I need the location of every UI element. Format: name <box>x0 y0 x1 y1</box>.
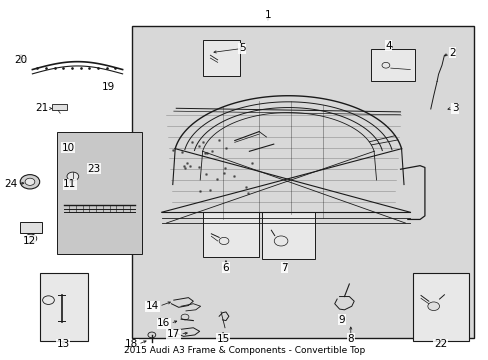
Text: 6: 6 <box>222 263 229 273</box>
Bar <box>203 212 259 257</box>
Bar <box>132 26 473 338</box>
Text: 24: 24 <box>4 179 18 189</box>
Bar <box>20 222 42 233</box>
Text: 5: 5 <box>238 43 245 53</box>
Text: 19: 19 <box>101 82 114 92</box>
Circle shape <box>67 172 79 181</box>
Text: 2: 2 <box>448 48 455 58</box>
Text: 17: 17 <box>166 329 180 339</box>
Bar <box>57 132 142 253</box>
Text: 10: 10 <box>61 143 74 153</box>
Text: 1: 1 <box>264 10 271 20</box>
Circle shape <box>25 178 35 185</box>
Text: 15: 15 <box>216 333 229 343</box>
Text: 20: 20 <box>15 55 28 65</box>
Bar <box>52 104 66 111</box>
Bar <box>370 49 414 81</box>
Text: 11: 11 <box>63 179 77 189</box>
Text: 18: 18 <box>125 339 138 349</box>
Text: 8: 8 <box>347 333 353 343</box>
Text: 4: 4 <box>384 41 391 50</box>
Bar <box>203 40 239 76</box>
Circle shape <box>427 302 439 311</box>
Text: 9: 9 <box>338 315 345 325</box>
Text: 16: 16 <box>157 319 170 328</box>
Text: 23: 23 <box>87 163 101 174</box>
Text: 3: 3 <box>451 103 457 113</box>
Text: 12: 12 <box>22 236 36 246</box>
Text: 21: 21 <box>35 103 48 113</box>
Text: 22: 22 <box>433 339 446 349</box>
Bar <box>40 273 88 341</box>
Text: 13: 13 <box>57 339 70 349</box>
Bar <box>412 273 468 341</box>
Circle shape <box>20 175 40 189</box>
Circle shape <box>25 234 37 243</box>
Text: 7: 7 <box>281 263 287 273</box>
Text: 14: 14 <box>145 301 159 311</box>
Text: 2015 Audi A3 Frame & Components - Convertible Top: 2015 Audi A3 Frame & Components - Conver… <box>123 346 365 355</box>
Bar <box>261 212 315 259</box>
